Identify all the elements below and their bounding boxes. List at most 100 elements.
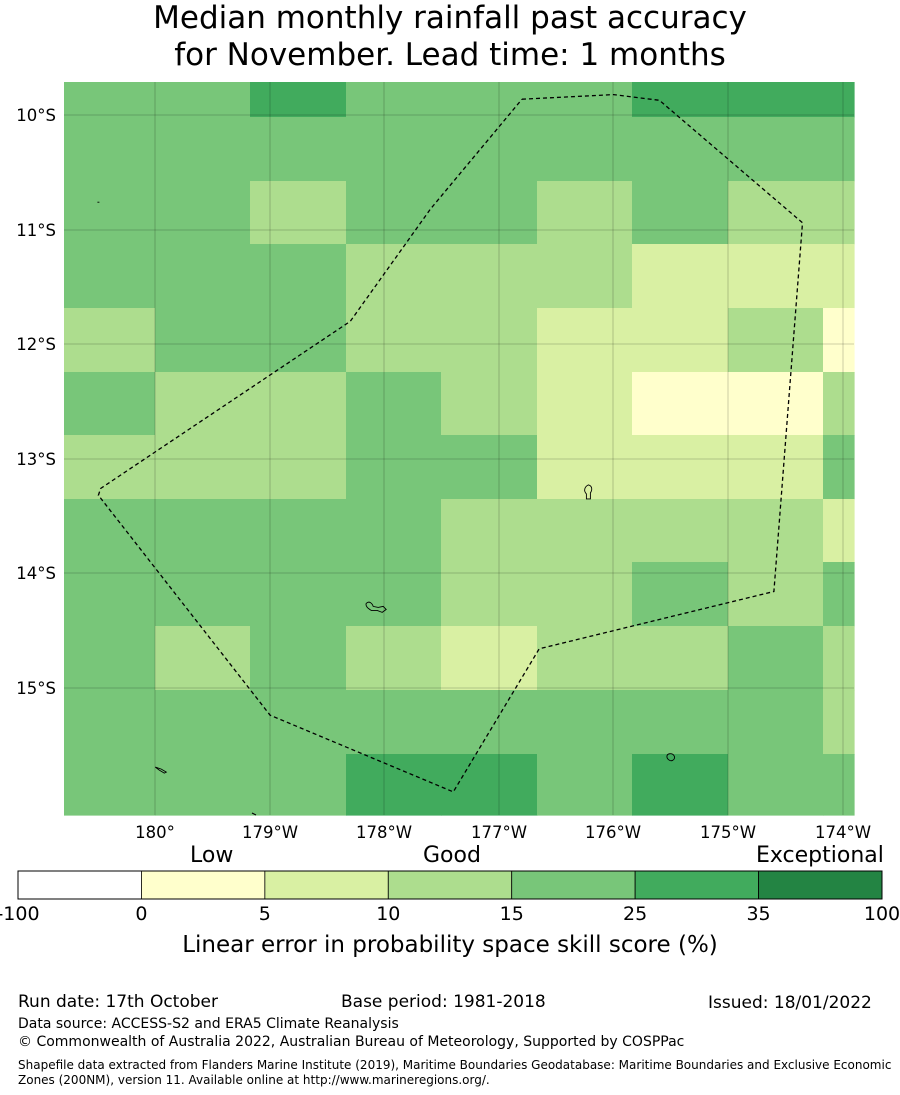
skill-cell <box>64 754 156 816</box>
boundary-fragment <box>251 812 257 816</box>
skill-cell <box>64 181 156 245</box>
skill-cell <box>823 244 855 309</box>
skill-cell <box>64 244 156 309</box>
skill-cell <box>250 181 347 245</box>
islands <box>97 201 675 774</box>
skill-cell <box>64 372 156 436</box>
skill-cell <box>441 499 538 563</box>
skill-cell <box>632 626 729 691</box>
skill-cell <box>823 117 855 182</box>
longitude-tick-label: 180° <box>135 823 175 840</box>
colorbar-tick-label: -100 <box>0 903 40 925</box>
skill-cell <box>728 308 824 373</box>
skill-cell <box>441 117 538 182</box>
skill-cell <box>823 499 855 563</box>
skill-cell <box>64 82 156 118</box>
skill-cell <box>537 562 633 627</box>
longitude-tick-label: 176°W <box>585 823 641 840</box>
colorbar-outline <box>17 870 883 900</box>
skill-cell <box>537 372 633 436</box>
longitude-tick-label: 178°W <box>356 823 412 840</box>
skill-cell <box>823 690 855 755</box>
skill-cell <box>346 244 442 309</box>
skill-cell <box>632 117 729 182</box>
skill-cell <box>728 499 824 563</box>
skill-cell <box>632 244 729 309</box>
skill-cell <box>250 372 347 436</box>
skill-cell <box>441 626 538 691</box>
skill-cell <box>632 562 729 627</box>
island-1 <box>584 484 593 500</box>
skill-cell <box>250 562 347 627</box>
skill-cell <box>728 754 824 816</box>
skill-cell <box>346 626 442 691</box>
colorbar-tick-label: 35 <box>746 903 770 925</box>
skill-cell <box>64 499 156 563</box>
base-period: Base period: 1981-2018 <box>341 992 546 1012</box>
skill-cell <box>346 435 442 500</box>
longitude-tick-label: 174°W <box>815 823 871 840</box>
title-line-1: Median monthly rainfall past accuracy <box>153 0 747 36</box>
issued-date: Issued: 18/01/2022 <box>708 993 872 1013</box>
run-date: Run date: 17th October <box>18 992 218 1012</box>
island-4 <box>155 766 168 774</box>
skill-cell <box>250 117 347 182</box>
skill-cell <box>728 82 824 118</box>
skill-cell <box>155 244 251 309</box>
skill-cell <box>728 626 824 691</box>
skill-cell <box>537 181 633 245</box>
colorbar-bin <box>758 870 883 900</box>
skill-cell <box>441 244 538 309</box>
data-source: Data source: ACCESS-S2 and ERA5 Climate … <box>18 1016 399 1032</box>
skill-cell <box>823 308 855 373</box>
skill-cell <box>250 82 347 118</box>
skill-cell <box>346 82 442 118</box>
skill-cell <box>537 690 633 755</box>
latitude-tick-label: 15°S <box>16 679 56 698</box>
skill-cell <box>728 562 824 627</box>
skill-cell <box>64 117 156 182</box>
skill-cell <box>155 499 251 563</box>
skill-cell <box>346 499 442 563</box>
skill-cell <box>346 372 442 436</box>
skill-cell <box>632 82 729 118</box>
skill-cell <box>250 626 347 691</box>
skill-cells <box>64 82 855 816</box>
skill-cell <box>728 372 824 436</box>
longitude-tick-label: 175°W <box>700 823 756 840</box>
skill-cell <box>346 181 442 245</box>
skill-cell <box>632 690 729 755</box>
skill-cell <box>250 308 347 373</box>
skill-cell <box>441 82 538 118</box>
colorbar-bin <box>511 870 636 900</box>
skill-cell <box>537 82 633 118</box>
skill-cell <box>632 372 729 436</box>
skill-cell <box>632 499 729 563</box>
colorbar-ticks: -100 0 5 10 15 25 35 100 <box>0 903 900 925</box>
skill-cell <box>250 754 347 816</box>
colorbar-bins <box>17 870 883 900</box>
skill-cell <box>250 435 347 500</box>
colorbar-word-low: Low <box>190 843 234 868</box>
title-line-2: for November. Lead time: 1 months <box>174 37 726 73</box>
colorbar-word-exceptional: Exceptional <box>756 843 884 868</box>
skill-cell <box>537 244 633 309</box>
skill-cell <box>537 308 633 373</box>
skill-cell <box>346 117 442 182</box>
colorbar: -100 0 5 10 15 25 35 100 <box>0 870 900 925</box>
skill-cell <box>441 562 538 627</box>
skill-cell <box>250 690 347 755</box>
skill-cell <box>250 499 347 563</box>
shapefile-credit-line-1: Shapefile data extracted from Flanders M… <box>18 1058 892 1072</box>
skill-cell <box>632 435 729 500</box>
skill-cell <box>155 308 251 373</box>
skill-cell <box>155 626 251 691</box>
colorbar-tick-label: 0 <box>135 903 147 925</box>
skill-cell <box>64 435 156 500</box>
skill-cell <box>155 82 251 118</box>
skill-map: 180° 179°W 178°W 177°W 176°W 175°W 174°W 10°S1… <box>16 82 871 840</box>
skill-cell <box>728 181 824 245</box>
colorbar-bin <box>17 870 142 900</box>
skill-cell <box>155 435 251 500</box>
skill-cell <box>632 754 729 816</box>
